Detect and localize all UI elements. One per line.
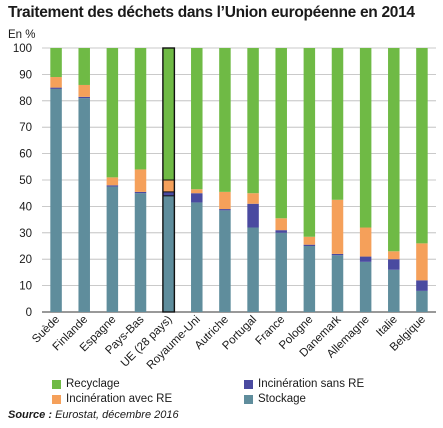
bar-segment [247, 193, 259, 204]
bar-segment [331, 255, 344, 312]
y-tick-label: 100 [13, 43, 32, 55]
bar-segment [359, 227, 372, 257]
bar-segment [162, 48, 175, 180]
y-tick-label: 60 [19, 149, 32, 161]
bar-segment [331, 48, 344, 200]
y-tick-label: 30 [19, 228, 32, 240]
legend-item-stockage: Stockage [244, 393, 306, 405]
bar-segment [388, 269, 400, 312]
y-tick-label: 40 [19, 201, 32, 213]
bar-segment [191, 193, 203, 203]
y-tick-label: 0 [26, 307, 32, 319]
legend-label: Recyclage [66, 378, 120, 390]
bar-segment [416, 243, 428, 281]
bar-segment [359, 261, 372, 312]
legend-swatch [52, 394, 61, 404]
bar-segment [134, 193, 147, 312]
legend-swatch [244, 379, 253, 389]
legend-item-incineration-sans-re: Incinération sans RE [244, 378, 364, 390]
bar-segment [359, 256, 372, 262]
bar-segment [275, 232, 287, 312]
bar-segment [416, 48, 428, 244]
legend-label: Incinération avec RE [66, 393, 173, 405]
bar-segment [134, 191, 147, 194]
bar-segment [388, 259, 400, 270]
bar-segment [303, 236, 316, 245]
bar-segment [388, 251, 400, 260]
bar-segment [50, 87, 62, 89]
bar-segment [247, 203, 259, 228]
bar-segment [303, 246, 316, 312]
y-tick-label: 80 [19, 96, 32, 108]
y-tick-label: 20 [19, 254, 32, 266]
bar-segment [247, 48, 259, 194]
bar-segment [191, 189, 203, 194]
legend-swatch [52, 379, 61, 389]
bar-segment [106, 186, 119, 312]
bar-segment [247, 227, 259, 312]
y-tick-label: 70 [19, 122, 32, 134]
bar-segment [275, 230, 287, 233]
bar-segment [134, 48, 147, 170]
bar-segment [78, 96, 90, 99]
legend-label: Incinération sans RE [258, 378, 365, 390]
bar-segment [388, 48, 400, 252]
bar-segment [219, 209, 231, 211]
bar-segment [303, 244, 316, 246]
bar-segment [162, 180, 175, 192]
bar-segment [331, 253, 344, 256]
y-tick-label: 10 [19, 281, 32, 293]
bar-segment [162, 195, 175, 312]
bar-segment [191, 48, 203, 190]
bar-segment [50, 48, 62, 78]
bar-segment [78, 84, 90, 97]
bar-segment [50, 77, 62, 88]
legend-label: Stockage [258, 393, 306, 405]
bar-segment [359, 48, 372, 228]
source-label: Source : [8, 409, 53, 421]
chart-title: Traitement des déchets dans l’Union euro… [8, 4, 415, 21]
bar-segment [416, 290, 428, 312]
bar-segment [303, 48, 316, 237]
bar-segment [162, 191, 175, 196]
bar-segment [416, 280, 428, 291]
bar-segment [219, 210, 231, 312]
y-tick-label: 50 [19, 175, 32, 187]
bar-segment [78, 98, 90, 312]
bar-segment [275, 48, 287, 219]
source-note: Source : Eurostat, décembre 2016 [8, 409, 179, 421]
legend-swatch [244, 394, 253, 404]
bar-segment [50, 88, 62, 312]
bar-segment [219, 48, 231, 192]
bar-segment [106, 48, 119, 178]
y-tick-label: 90 [19, 69, 32, 81]
bar-segment [331, 199, 344, 254]
legend-item-incineration-avec-re: Incinération avec RE [52, 393, 172, 405]
bar-segment [106, 177, 119, 186]
bar-segment [134, 169, 147, 192]
bar-segment [219, 191, 231, 210]
x-tick-label: Italie [374, 314, 400, 340]
bar-segment [191, 202, 203, 312]
stacked-bar-chart: En %0102030405060708090100SuèdeFinlandeE… [8, 29, 436, 372]
bar-segment [78, 48, 90, 85]
bar-segment [106, 185, 119, 187]
legend-item-recyclage: Recyclage [52, 378, 120, 390]
bar-segment [275, 218, 287, 231]
y-axis-label: En % [8, 29, 36, 41]
source-text: Eurostat, décembre 2016 [52, 409, 179, 421]
